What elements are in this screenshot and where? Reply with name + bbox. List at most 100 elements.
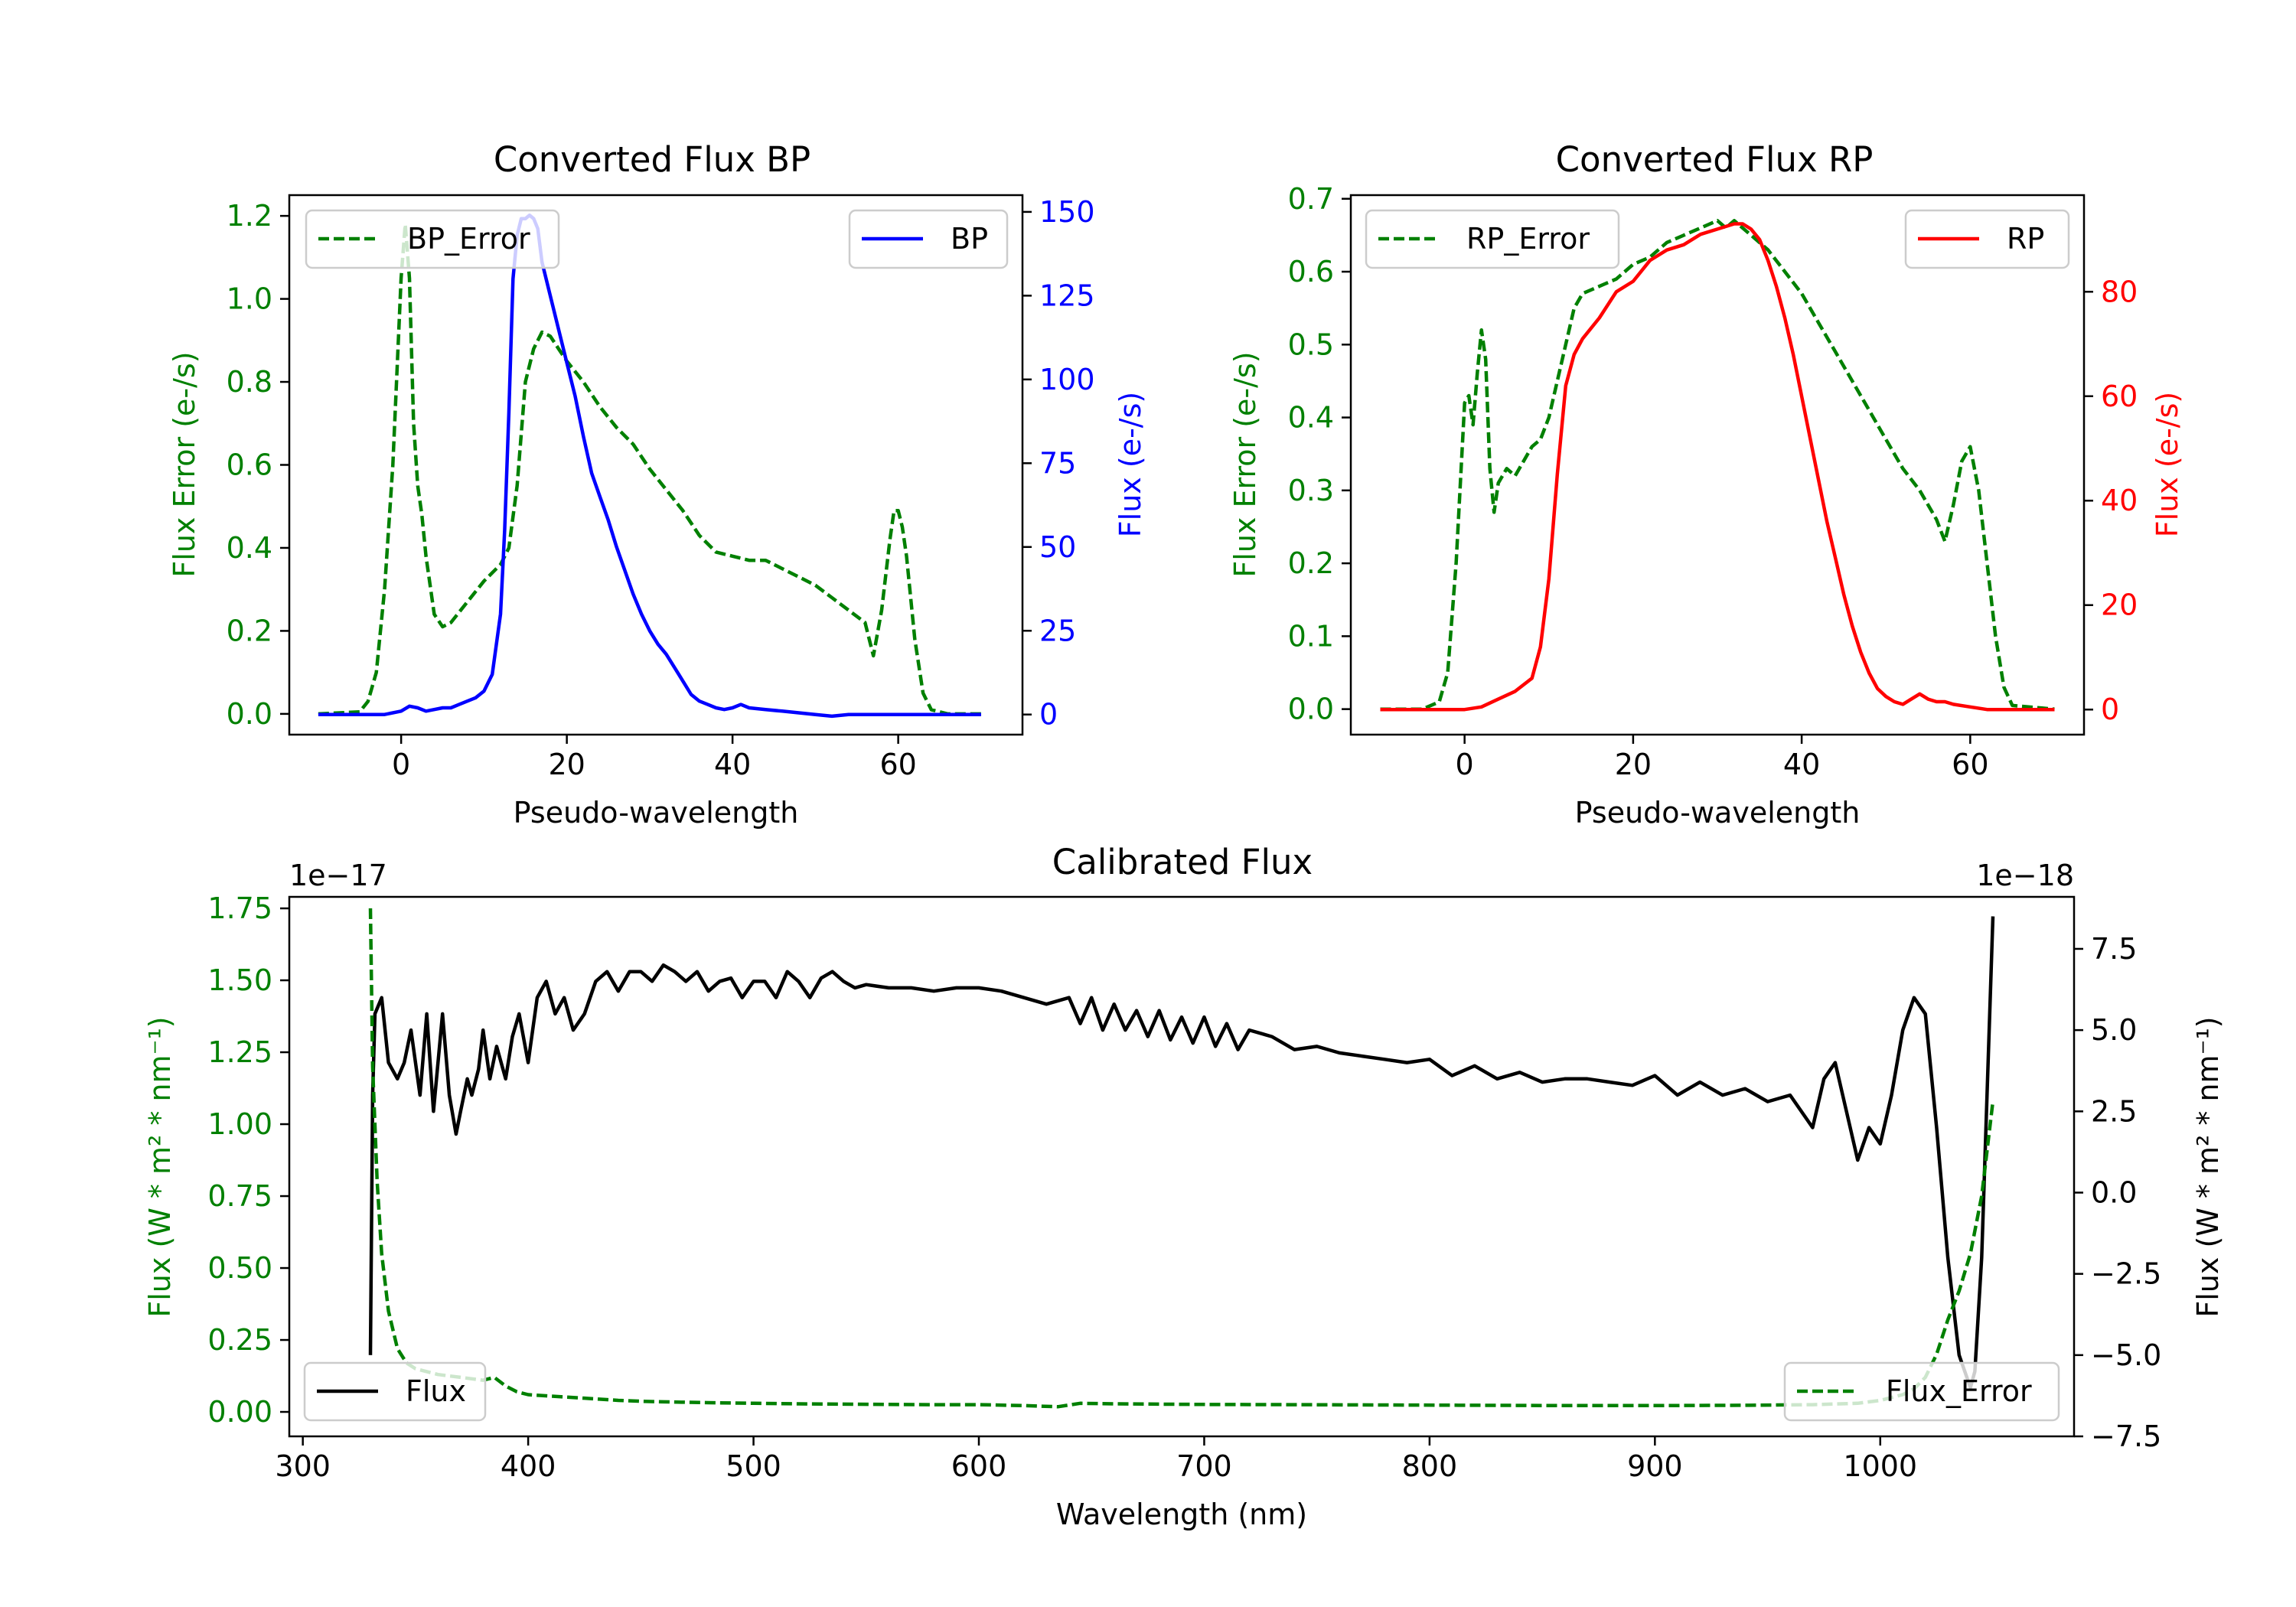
rp-frame (1349, 194, 2086, 736)
bp-legend-error-label: BP_Error (407, 222, 530, 256)
cal-x-tick-label: 1000 (1843, 1449, 1917, 1483)
cal-left-offset: 1e−17 (289, 859, 387, 892)
cal-left-tick-label: 0.25 (207, 1323, 272, 1357)
rp-legend-flux-label: RP (2007, 222, 2044, 256)
cal-x-tick-label: 800 (1402, 1449, 1458, 1483)
cal-x-tick-label: 500 (726, 1449, 781, 1483)
rp-left-tick-label: 0.5 (1288, 328, 1334, 361)
cal-legend-error[interactable]: Flux_Error (1783, 1361, 2060, 1422)
panel-bp: Converted Flux BP 0 20 40 60 0.00.20.40.60.… (168, 139, 1147, 830)
bp-title: Converted Flux BP (494, 139, 810, 180)
cal-right-offset: 1e−18 (1976, 859, 2074, 892)
rp-right-tick-label: 0 (2101, 693, 2119, 726)
cal-series-flux-error (368, 908, 1995, 1409)
rp-series-rp-error (1380, 219, 2055, 711)
cal-legend-error-label: Flux_Error (1886, 1374, 2032, 1408)
rp-left-tick-label: 0.2 (1288, 546, 1334, 580)
cal-left-tick-label: 0.00 (207, 1395, 272, 1429)
rp-right-tick-label: 80 (2101, 275, 2138, 308)
cal-x-tick-label: 300 (275, 1449, 331, 1483)
cal-frame (288, 895, 2076, 1438)
rp-title: Converted Flux RP (1556, 139, 1874, 180)
cal-left-tick-label: 1.50 (207, 963, 272, 997)
rp-x-tick-label: 40 (1783, 748, 1820, 781)
bp-legend-error[interactable]: BP_Error (305, 209, 560, 269)
cal-legend-flux[interactable]: Flux (303, 1361, 487, 1422)
cal-left-tick-label: 1.00 (207, 1107, 272, 1141)
bp-right-tick-label: 125 (1039, 279, 1095, 312)
cal-right-tick-label: 2.5 (2091, 1094, 2137, 1128)
bp-left-ticks: 0.0 0.2 0.4 0.6 0.8 1.0 1.2 (227, 199, 289, 731)
rp-left-axis-label: Flux Error (e-/s) (1228, 351, 1262, 577)
bp-left-tick-label: 0.2 (227, 614, 272, 647)
bp-x-tick-label: 60 (879, 748, 916, 781)
bp-left-tick-label: 0.6 (227, 448, 272, 482)
rp-right-tick-label: 60 (2101, 380, 2138, 413)
rp-plot-area (1380, 219, 2055, 712)
cal-left-axis-label: Flux (W * m² * nm⁻¹) (143, 1016, 177, 1317)
cal-right-axis-label: Flux (W * m² * nm⁻¹) (2191, 1016, 2225, 1317)
cal-left-tick-label: 1.25 (207, 1035, 272, 1069)
bp-right-tick-label: 25 (1039, 614, 1076, 647)
rp-right-ticks: 0 20 40 60 80 (2084, 275, 2138, 726)
cal-plot-area (368, 908, 1995, 1409)
rp-right-axis-label: Flux (e-/s) (2151, 392, 2184, 537)
cal-title: Calibrated Flux (1052, 842, 1313, 882)
bp-series-bp-error (318, 222, 981, 716)
rp-series-rp (1380, 222, 2055, 712)
rp-x-tick-label: 0 (1456, 748, 1474, 781)
bp-x-label: Pseudo-wavelength (514, 796, 799, 830)
cal-right-tick-label: 0.0 (2091, 1175, 2137, 1209)
cal-right-tick-label: −7.5 (2091, 1420, 2161, 1453)
rp-left-tick-label: 0.0 (1288, 693, 1334, 726)
cal-series-flux (368, 916, 1995, 1390)
bp-right-tick-label: 150 (1039, 195, 1095, 229)
bp-right-tick-label: 50 (1039, 530, 1076, 564)
cal-right-tick-label: 7.5 (2091, 932, 2137, 966)
bp-plot-area (318, 214, 981, 719)
rp-left-tick-label: 0.3 (1288, 474, 1334, 507)
rp-left-tick-label: 0.4 (1288, 401, 1334, 435)
bp-left-tick-label: 1.2 (227, 199, 272, 233)
rp-legend-error[interactable]: RP_Error (1365, 209, 1620, 269)
panel-rp: Converted Flux RP 0 20 40 60 0.00.10.20.30.… (1228, 139, 2184, 830)
cal-legend-flux-label: Flux (406, 1374, 466, 1408)
bp-right-axis-label: Flux (e-/s) (1114, 392, 1147, 537)
cal-left-tick-label: 0.75 (207, 1179, 272, 1213)
rp-left-ticks: 0.0 0.1 0.2 0.3 0.4 0.5 0.6 0.7 (1288, 182, 1351, 726)
rp-x-tick-label: 60 (1952, 748, 1988, 781)
bp-right-ticks: 0 25 50 75 100 125 150 (1022, 195, 1095, 732)
cal-right-tick-label: 5.0 (2091, 1013, 2137, 1047)
bp-left-tick-label: 1.0 (227, 282, 272, 316)
bp-x-tick-label: 40 (714, 748, 751, 781)
cal-left-ticks: 0.00 0.25 0.50 0.75 1.00 1.25 1.50 1.75 (207, 892, 289, 1429)
bp-x-tick-label: 0 (392, 748, 410, 781)
bp-x-ticks: 0 20 40 60 (392, 735, 917, 781)
cal-left-tick-label: 0.50 (207, 1251, 272, 1285)
cal-right-tick-label: −5.0 (2091, 1338, 2161, 1372)
rp-x-tick-label: 20 (1615, 748, 1652, 781)
bp-legend-flux[interactable]: BP (848, 209, 1009, 269)
bp-right-tick-label: 0 (1039, 698, 1058, 732)
bp-series-bp (318, 214, 981, 719)
cal-x-tick-label: 700 (1176, 1449, 1232, 1483)
cal-x-tick-label: 900 (1627, 1449, 1683, 1483)
cal-x-ticks: 300 400 500 600 700 800 900 1000 (275, 1436, 1917, 1483)
rp-x-ticks: 0 20 40 60 (1456, 735, 1989, 781)
rp-right-tick-label: 20 (2101, 588, 2138, 622)
cal-left-tick-label: 1.75 (207, 892, 272, 925)
rp-legend-flux[interactable]: RP (1904, 209, 2070, 269)
bp-right-tick-label: 75 (1039, 446, 1076, 480)
bp-left-tick-label: 0.8 (227, 365, 272, 399)
cal-x-label: Wavelength (nm) (1056, 1498, 1307, 1531)
bp-x-tick-label: 20 (548, 748, 585, 781)
bp-right-tick-label: 100 (1039, 363, 1095, 396)
bp-left-tick-label: 0.4 (227, 531, 272, 565)
bp-legend-flux-label: BP (951, 222, 988, 256)
bp-left-axis-label: Flux Error (e-/s) (168, 351, 201, 577)
rp-right-tick-label: 40 (2101, 484, 2138, 517)
bp-left-tick-label: 0.0 (227, 697, 272, 731)
cal-x-tick-label: 600 (951, 1449, 1007, 1483)
rp-left-tick-label: 0.7 (1288, 182, 1334, 216)
panel-calibrated: Calibrated Flux 1e−17 1e−18 300 400 500 600… (143, 842, 2225, 1531)
